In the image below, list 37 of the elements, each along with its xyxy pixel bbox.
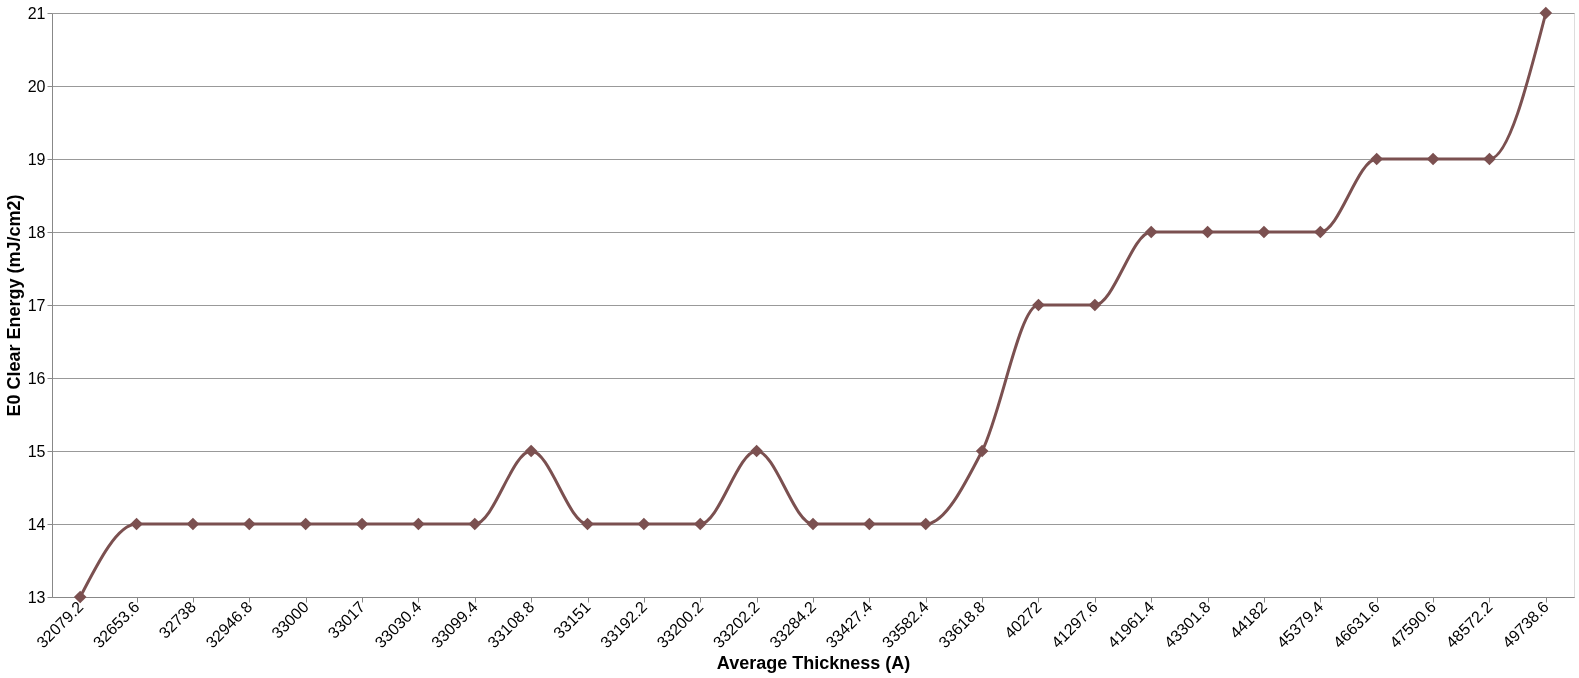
y-axis-title: E0 Clear Energy (mJ/cm2) [3, 194, 24, 417]
y-tick-label: 13 [27, 588, 46, 606]
x-axis-title: Average Thickness (A) [716, 653, 911, 674]
y-tick-label: 14 [27, 515, 46, 533]
y-tick-label: 15 [27, 442, 46, 460]
point [1257, 225, 1271, 239]
y-tick-label: 19 [27, 150, 46, 168]
y-tick-label: 16 [27, 369, 46, 387]
point [242, 517, 256, 531]
point [130, 517, 143, 531]
y-tick-label: 17 [27, 296, 46, 314]
point [468, 517, 482, 531]
point [1144, 225, 1158, 239]
y-tick-label: 21 [27, 4, 46, 22]
point [806, 517, 820, 531]
point [750, 444, 763, 458]
point [863, 517, 876, 531]
point [1201, 225, 1214, 239]
point [1483, 152, 1496, 166]
point [581, 517, 594, 531]
point [637, 517, 651, 531]
point [1539, 6, 1553, 20]
point [1088, 298, 1102, 312]
y-tick-label: 18 [27, 223, 46, 241]
point [693, 517, 707, 531]
point [1370, 152, 1384, 166]
point [412, 517, 425, 531]
point [524, 444, 538, 458]
y-tick-label: 20 [27, 77, 46, 95]
point [355, 517, 369, 531]
point [919, 517, 933, 531]
point [1314, 225, 1327, 239]
point [1426, 152, 1440, 166]
point [975, 444, 989, 458]
point [299, 517, 312, 531]
point [1032, 298, 1045, 312]
point [186, 517, 200, 531]
